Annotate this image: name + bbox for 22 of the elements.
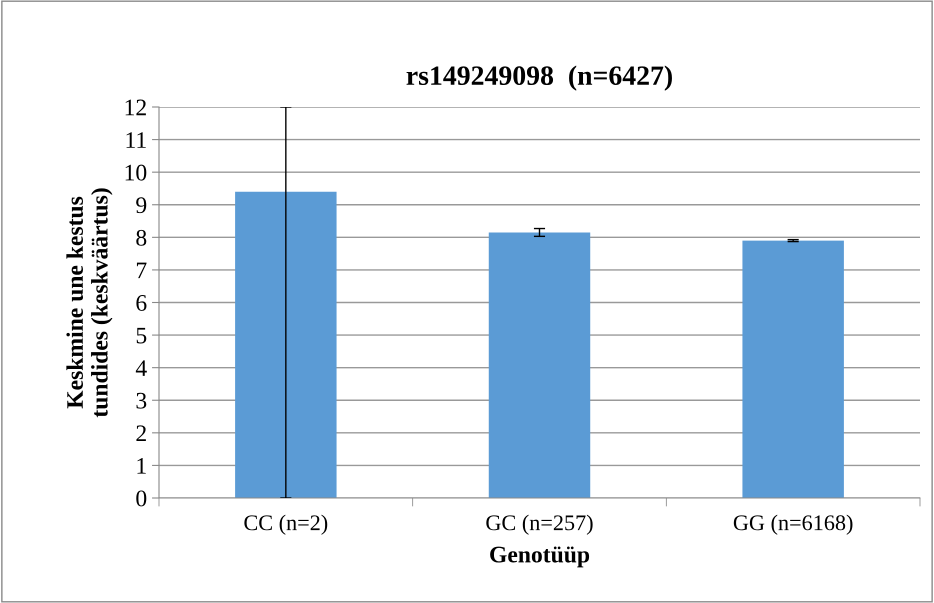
bar: [235, 192, 337, 498]
x-axis-title: Genotüüp: [490, 546, 590, 568]
y-tick-label: 1: [137, 458, 146, 474]
y-tick-label: 7: [136, 262, 147, 278]
y-tick-label: 11: [126, 132, 146, 148]
x-tick-label: GG (n=6168): [734, 514, 852, 535]
y-tick-label: 10: [126, 164, 146, 181]
y-tick-label: 6: [136, 295, 146, 311]
chart-title: rs149249098 (n=6427): [406, 66, 672, 91]
y-tick-label: 12: [126, 100, 146, 116]
bar: [488, 232, 590, 498]
y-axis-title: Keskmine une kestus tundides (keskväärtus): [66, 188, 112, 418]
y-tick-label: 4: [136, 360, 147, 376]
x-tick-label: GC (n=257): [486, 514, 593, 535]
y-tick-label: 0: [136, 490, 146, 506]
bar: [742, 240, 844, 498]
y-tick-label: 9: [136, 197, 146, 214]
x-tick-label: CC (n=2): [244, 514, 328, 535]
y-tick-label: 2: [136, 425, 146, 442]
y-tick-label: 5: [136, 328, 146, 344]
y-tick-label: 8: [136, 230, 146, 246]
y-tick-label: 3: [136, 392, 146, 409]
